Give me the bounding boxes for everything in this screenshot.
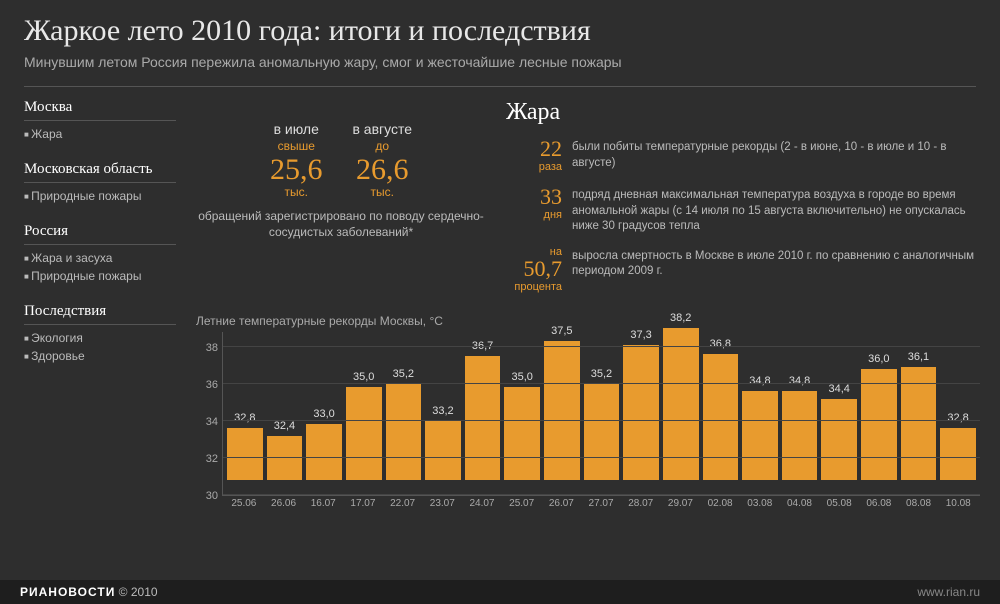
- bar: 36,7: [465, 356, 501, 480]
- fact-row: 22разабыли побиты температурные рекорды …: [506, 138, 980, 174]
- month-stat: в августедо26,6тыс.: [352, 121, 412, 199]
- sidebar: Москва Жара Московская область Природные по…: [0, 95, 176, 575]
- temperature-chart: Летние температурные рекорды Москвы, °С …: [196, 314, 980, 498]
- sidebar-group-title: Россия: [24, 223, 176, 245]
- bar: 32,8: [227, 428, 263, 480]
- chart-title: Летние температурные рекорды Москвы, °С: [196, 314, 980, 328]
- sidebar-group-title: Москва: [24, 99, 176, 121]
- bar: 36,1: [901, 367, 937, 480]
- sidebar-item[interactable]: Жара и засуха: [24, 249, 176, 267]
- sidebar-item[interactable]: Природные пожары: [24, 187, 176, 205]
- page-title: Жаркое лето 2010 года: итоги и последств…: [24, 14, 976, 48]
- sidebar-item[interactable]: Здоровье: [24, 347, 176, 365]
- stat-caption: обращений зарегистрировано по поводу сер…: [196, 209, 486, 240]
- bar: 36,8: [703, 354, 739, 480]
- sidebar-group-title: Московская область: [24, 161, 176, 183]
- sidebar-item[interactable]: Природные пожары: [24, 267, 176, 285]
- x-axis: 25.0626.0616.0717.0722.0723.0724.0725.07…: [196, 496, 980, 509]
- footer-url: www.rian.ru: [917, 585, 980, 599]
- sidebar-item[interactable]: Жара: [24, 125, 176, 143]
- bar: 34,4: [821, 399, 857, 480]
- sidebar-group-title: Последствия: [24, 303, 176, 325]
- bar: 33,2: [425, 421, 461, 480]
- bar: 35,0: [346, 387, 382, 480]
- bar: 34,8: [782, 391, 818, 480]
- y-axis: 3032343638: [196, 332, 222, 496]
- right-stats: Жара 22разабыли побиты температурные рек…: [506, 95, 980, 306]
- bar: 36,0: [861, 369, 897, 480]
- bar: 33,0: [306, 424, 342, 480]
- month-stat: в июлесвыше25,6тыс.: [270, 121, 323, 199]
- fact-row: на50,7процентавыросла смертность в Москв…: [506, 247, 980, 294]
- sidebar-item[interactable]: Экология: [24, 329, 176, 347]
- bar: 37,3: [623, 345, 659, 480]
- bar: 34,8: [742, 391, 778, 480]
- heat-title: Жара: [506, 99, 980, 126]
- chart-plot: 32,832,433,035,035,233,236,735,037,535,2…: [222, 332, 980, 496]
- bar: 32,8: [940, 428, 976, 480]
- footer: РИАНОВОСТИ © 2010 www.rian.ru: [0, 580, 1000, 604]
- footer-copyright: © 2010: [119, 585, 158, 599]
- left-stats: в июлесвыше25,6тыс. в августедо26,6тыс. о…: [196, 95, 486, 306]
- bar: 37,5: [544, 341, 580, 480]
- bar: 35,0: [504, 387, 540, 480]
- bar: 35,2: [386, 384, 422, 480]
- page-subtitle: Минувшим летом Россия пережила аномальну…: [24, 54, 976, 70]
- bar: 35,2: [584, 384, 620, 480]
- footer-brand: РИАНОВОСТИ: [20, 585, 115, 599]
- fact-row: 33дняподряд дневная максимальная темпера…: [506, 186, 980, 235]
